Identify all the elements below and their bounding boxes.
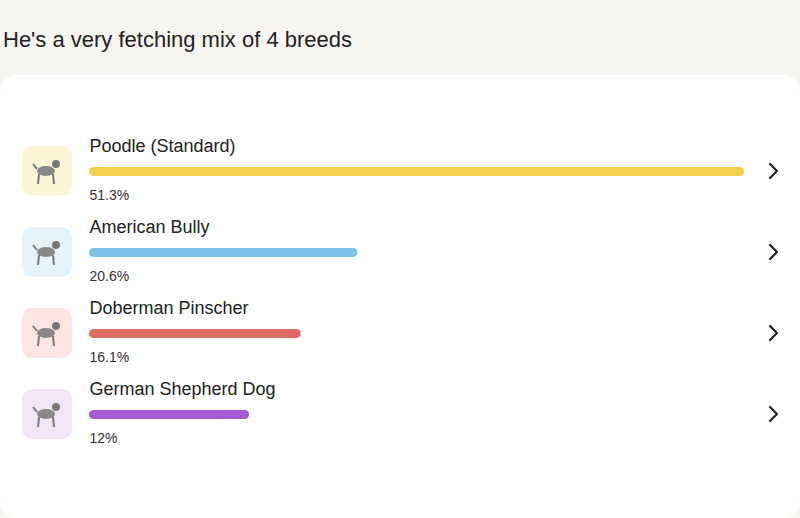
svg-text:Doberman Pinscher: Doberman Pinscher	[90, 298, 249, 318]
svg-text:16.1%: 16.1%	[90, 349, 130, 365]
svg-text:American Bully: American Bully	[90, 217, 210, 237]
svg-text:Poodle (Standard): Poodle (Standard)	[90, 136, 236, 156]
svg-text:51.3%: 51.3%	[90, 187, 130, 203]
svg-text:12%: 12%	[90, 430, 118, 446]
html-text:He's a very fetching mix of 4: He's a very fetching mix of 4 breeds	[3, 27, 352, 52]
svg-text:20.6%: 20.6%	[90, 268, 130, 284]
svg-text:German Shepherd Dog: German Shepherd Dog	[90, 379, 276, 399]
